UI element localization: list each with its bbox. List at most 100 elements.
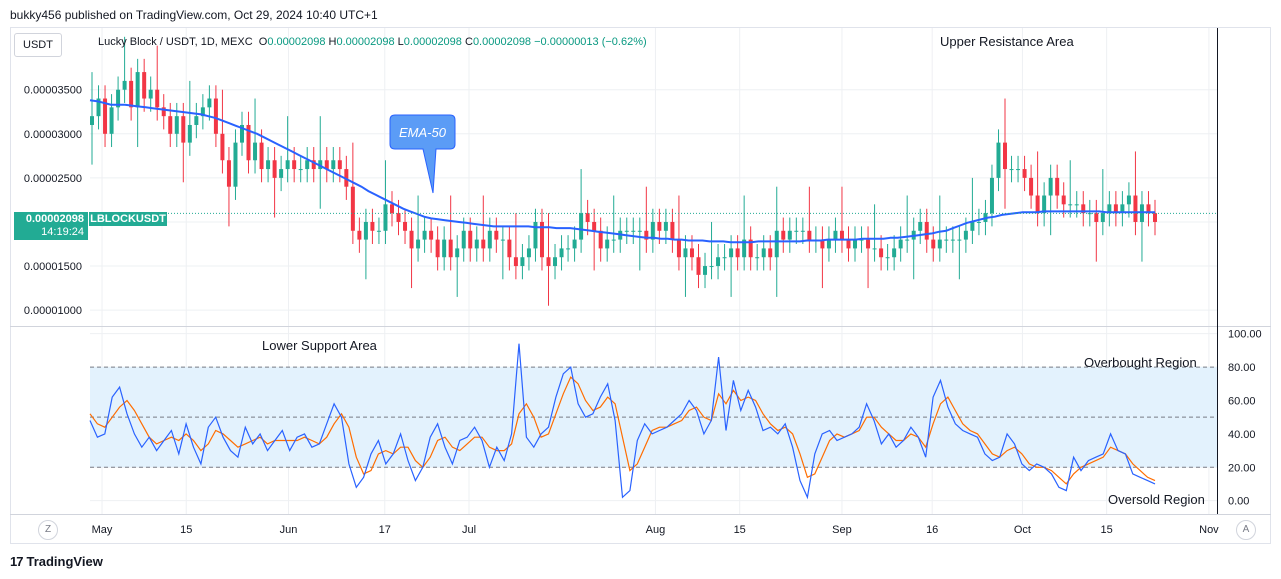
- candle-body: [729, 248, 734, 258]
- candle-body: [142, 72, 147, 99]
- candle-body: [905, 239, 910, 241]
- candle-body: [389, 204, 394, 214]
- legend-open: 0.00002098: [267, 36, 326, 48]
- ema-line-group: [89, 99, 1217, 244]
- candle-body: [605, 239, 610, 249]
- candle-body: [657, 221, 662, 231]
- candle-body: [872, 248, 877, 250]
- candle-body: [403, 221, 408, 231]
- candle-body: [781, 230, 786, 240]
- candle-body: [663, 221, 668, 231]
- candle-body: [357, 230, 362, 240]
- candle-body: [155, 89, 160, 108]
- candle-body: [168, 116, 173, 134]
- candle-body: [96, 98, 101, 117]
- candle-body: [507, 239, 512, 258]
- candle-body: [1022, 169, 1027, 178]
- candle-body: [1042, 195, 1047, 214]
- current-price-label: 0.00002098 14:19:24: [14, 212, 88, 240]
- time-tick-label: 15: [1101, 524, 1113, 536]
- candle-body: [846, 239, 851, 249]
- candle-body: [253, 142, 258, 161]
- candle-body: [148, 89, 153, 99]
- overbought-label: Overbought Region: [1084, 355, 1197, 370]
- candle-body: [90, 116, 94, 125]
- candle-body: [226, 160, 231, 187]
- candle-body: [533, 221, 538, 249]
- candle-body: [1153, 213, 1157, 222]
- candle-body: [611, 239, 616, 241]
- candle-body: [1126, 195, 1131, 205]
- candle-body: [898, 239, 903, 249]
- candle-body: [266, 160, 271, 170]
- candle-body: [755, 257, 760, 259]
- candle-body: [194, 116, 199, 125]
- timezone-button[interactable]: Z: [38, 520, 58, 540]
- candle-body: [696, 257, 701, 275]
- candle-body: [435, 239, 440, 258]
- candle-body: [220, 133, 225, 161]
- candle-body: [807, 230, 812, 240]
- candle-body: [683, 248, 688, 258]
- candle-body: [839, 230, 844, 240]
- candle-body: [526, 248, 531, 258]
- candle-body: [572, 239, 577, 249]
- candle-body: [950, 239, 955, 241]
- oversold-label: Oversold Region: [1108, 492, 1205, 507]
- stoch-d-line: [89, 376, 1156, 485]
- candle-body: [918, 221, 923, 231]
- candle-body: [787, 230, 792, 240]
- candle-body: [566, 248, 571, 250]
- candle-body: [1055, 177, 1060, 196]
- candle-body: [1035, 195, 1040, 214]
- candle-body: [500, 239, 505, 241]
- ema-50-line: [89, 99, 1155, 244]
- annotations: Upper Resistance Area Lower Support Area O…: [262, 34, 1205, 507]
- price-tick-label: 0.00003000: [24, 129, 82, 141]
- candle-body: [174, 116, 179, 134]
- price-tick-label: 0.00003500: [24, 85, 82, 97]
- candle-body: [866, 239, 871, 249]
- symbol-legend: Lucky Block / USDT, 1D, MEXC O0.00002098…: [98, 36, 647, 48]
- candle-body: [1003, 142, 1008, 170]
- candle-body: [318, 160, 323, 170]
- candle-body: [298, 169, 303, 171]
- candle-body: [989, 177, 994, 214]
- candle-body: [722, 257, 727, 259]
- candle-body: [637, 230, 642, 232]
- ticker-label: LBLOCKUSDT: [89, 212, 167, 226]
- stoch-k-line: [89, 343, 1156, 500]
- candle-body: [129, 80, 134, 108]
- candle-body: [1120, 204, 1125, 214]
- candle-body: [944, 239, 949, 241]
- chart-frame: [10, 27, 1271, 544]
- time-tick-label: Oct: [1014, 524, 1031, 536]
- candle-body: [539, 221, 544, 258]
- candle-body: [416, 239, 421, 249]
- legend-low-key: L: [397, 36, 404, 48]
- candle-body: [311, 160, 316, 170]
- candle-body: [1074, 204, 1079, 206]
- candle-body: [644, 230, 649, 240]
- candle-body: [494, 230, 499, 240]
- currency-button[interactable]: USDT: [14, 33, 62, 57]
- candle-body: [207, 98, 212, 108]
- candle-body: [585, 213, 590, 222]
- time-tick-label: Aug: [646, 524, 666, 536]
- candle-body: [331, 160, 336, 170]
- time-tick-label: 16: [926, 524, 938, 536]
- candle-body: [363, 221, 368, 240]
- candle-body: [1016, 169, 1021, 171]
- candle-body: [396, 213, 401, 222]
- tradingview-footer: 17 TradingView: [10, 554, 103, 569]
- auto-scale-button[interactable]: A: [1236, 520, 1256, 540]
- candle-body: [963, 230, 968, 240]
- candle-body: [598, 230, 603, 249]
- candle-body: [233, 142, 238, 187]
- candlesticks: [90, 36, 1157, 306]
- time-tick-label: Nov: [1199, 524, 1219, 536]
- bar-countdown: 14:19:24: [41, 226, 84, 238]
- candle-body: [676, 239, 681, 258]
- candle-body: [135, 72, 140, 108]
